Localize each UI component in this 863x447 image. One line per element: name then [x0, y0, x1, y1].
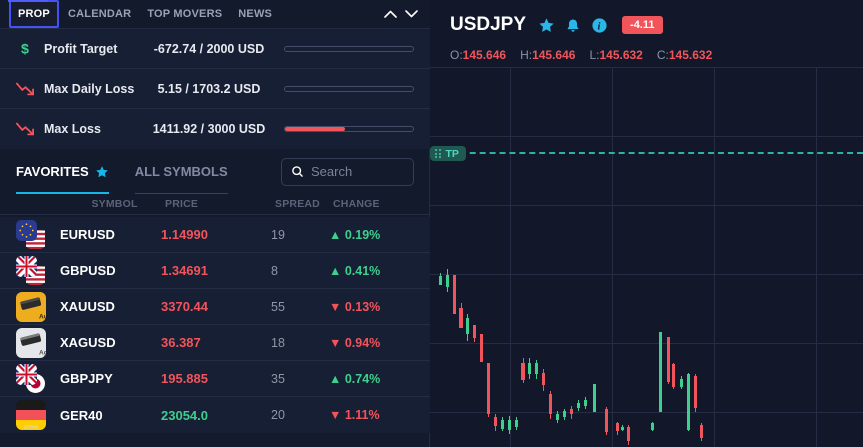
svg-text:$: $ [21, 41, 29, 57]
svg-text:Au: Au [39, 313, 46, 320]
svg-text:i: i [598, 21, 601, 32]
svg-text:GER40: GER40 [23, 425, 39, 430]
svg-text:Ag: Ag [39, 349, 46, 356]
